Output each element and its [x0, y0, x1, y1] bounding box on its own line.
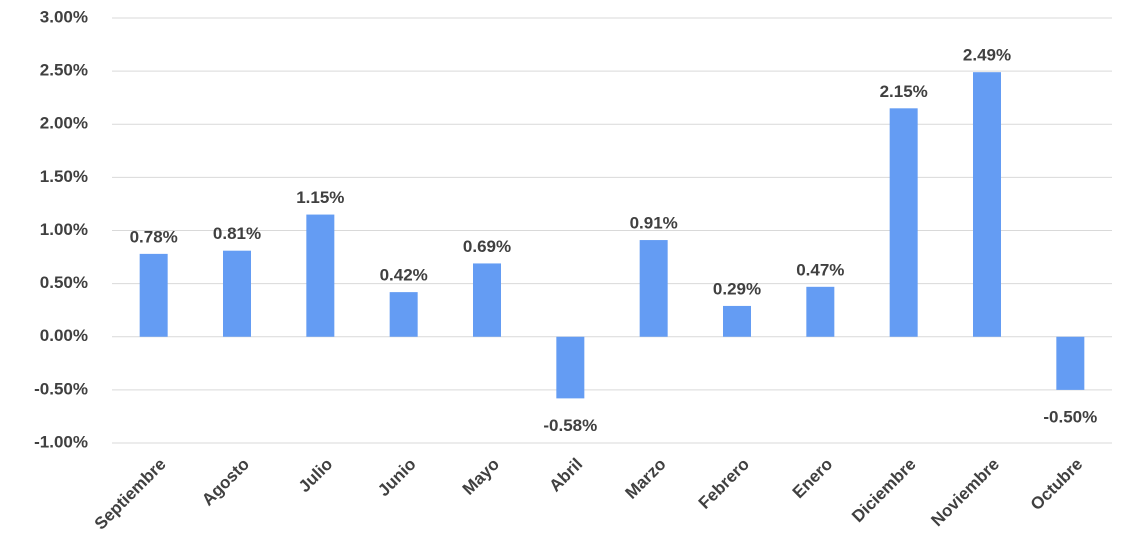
x-tick-label: Agosto	[198, 455, 253, 510]
x-tick-label: Mayo	[459, 455, 503, 499]
data-label: 2.49%	[963, 46, 1011, 65]
y-tick-label: -0.50%	[34, 379, 88, 398]
x-tick-label: Diciembre	[848, 455, 920, 527]
data-label: 2.15%	[880, 82, 928, 101]
bar	[973, 72, 1001, 337]
bar	[223, 250, 251, 337]
data-label: 0.78%	[130, 227, 178, 246]
data-label: -0.58%	[543, 416, 597, 435]
bar	[806, 286, 835, 337]
y-tick-label: 1.50%	[40, 167, 88, 186]
bar	[139, 253, 168, 337]
data-label: 0.81%	[213, 224, 261, 243]
x-tick-label: Septiembre	[91, 455, 170, 534]
bar	[723, 305, 751, 337]
data-label: 0.47%	[796, 260, 844, 279]
data-label: -0.50%	[1043, 407, 1097, 426]
y-tick-label: 0.50%	[40, 273, 88, 292]
x-tick-label: Junio	[374, 455, 419, 500]
bar	[889, 108, 918, 337]
data-label: 1.15%	[296, 188, 344, 207]
x-tick-label: Noviembre	[927, 455, 1003, 531]
y-tick-label: 3.00%	[40, 7, 88, 26]
y-tick-label: 2.50%	[40, 61, 88, 80]
data-label: 0.29%	[713, 279, 761, 298]
bar	[389, 292, 418, 337]
x-tick-label: Julio	[295, 455, 336, 496]
bar	[306, 214, 335, 337]
bar	[556, 336, 585, 399]
y-tick-label: 1.00%	[40, 220, 88, 239]
data-label: 0.69%	[463, 237, 511, 256]
x-tick-label: Enero	[789, 455, 837, 503]
x-tick-label: Febrero	[695, 455, 753, 513]
x-tick-label: Octubre	[1027, 455, 1087, 515]
bar	[473, 263, 501, 337]
y-tick-label: 2.00%	[40, 114, 88, 133]
x-tick-label: Marzo	[621, 455, 669, 503]
data-label: 0.91%	[630, 214, 678, 233]
y-tick-label: -1.00%	[34, 432, 88, 451]
x-tick-label: Abril	[546, 455, 587, 496]
bar	[1056, 336, 1085, 390]
y-tick-label: 0.00%	[40, 326, 88, 345]
data-label: 0.42%	[380, 266, 428, 285]
bar	[639, 240, 668, 337]
